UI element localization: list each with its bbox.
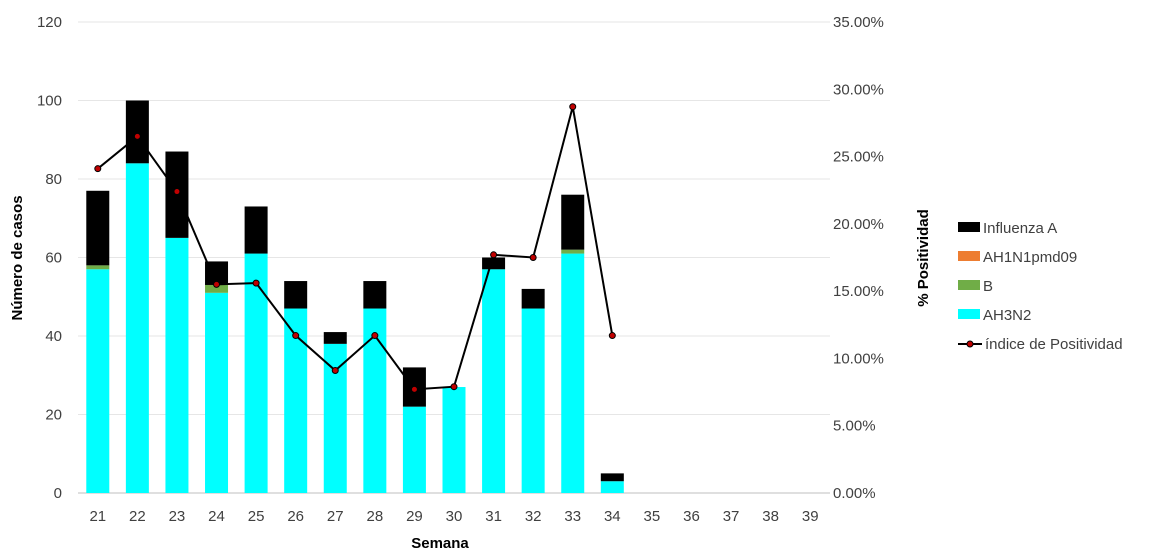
bar-ah3n2-23 (165, 237, 189, 493)
positivity-point-28 (371, 332, 379, 340)
positivity-point-25 (252, 279, 260, 287)
positivity-point-23 (173, 188, 181, 196)
bar-ah3n2-25 (244, 253, 268, 493)
positivity-point-26 (292, 332, 300, 340)
y-tick-label: 0 (54, 485, 62, 502)
bar-influenza-a-32 (521, 288, 545, 309)
legend-label-b: B (983, 278, 993, 295)
y-tick-label: 60 (45, 250, 62, 267)
legend-swatch-ah1n1pmd09 (958, 251, 980, 261)
y2-tick-label: 15.00% (833, 283, 884, 300)
x-tick-label: 30 (446, 508, 463, 525)
bar-influenza-a-26 (284, 281, 308, 309)
positivity-point-34 (608, 332, 616, 340)
bar-ah3n2-24 (205, 292, 229, 493)
bar-ah3n2-30 (442, 387, 466, 493)
y-tick-label: 80 (45, 171, 62, 188)
bar-influenza-a-28 (363, 281, 387, 309)
bar-ah3n2-34 (600, 481, 624, 493)
y-axis-left: 0 20 40 60 80 100 120 (37, 14, 62, 502)
y-tick-label: 20 (45, 407, 62, 424)
bar-ah3n2-22 (125, 163, 149, 494)
bar-ah3n2-31 (482, 269, 506, 493)
bar-influenza-a-22 (125, 100, 149, 164)
legend-swatch-positivity-marker (966, 340, 974, 348)
x-tick-label: 39 (802, 508, 819, 525)
y2-tick-label: 20.00% (833, 216, 884, 233)
bar-ah3n2-21 (86, 269, 110, 493)
bar-influenza-a-25 (244, 206, 268, 254)
legend-label-ah3n2: AH3N2 (983, 307, 1031, 324)
x-tick-label: 31 (485, 508, 502, 525)
y2-axis-title: % Positividad (915, 209, 932, 307)
legend-label-ah1n1pmd09: AH1N1pmd09 (983, 249, 1077, 266)
x-tick-label: 28 (366, 508, 383, 525)
positivity-point-21 (94, 165, 102, 173)
x-tick-label: 33 (564, 508, 581, 525)
x-tick-label: 36 (683, 508, 700, 525)
positivity-point-32 (529, 254, 537, 261)
y2-tick-label: 30.00% (833, 81, 884, 98)
y-tick-label: 120 (37, 14, 62, 31)
legend-swatch-ah3n2 (958, 309, 980, 319)
positivity-point-29 (410, 385, 418, 393)
x-tick-label: 21 (89, 508, 106, 525)
positivity-line-path (97, 106, 614, 391)
y2-tick-label: 35.00% (833, 14, 884, 31)
positivity-line (94, 103, 616, 393)
legend-label-positivity: índice de Positividad (985, 336, 1123, 353)
x-tick-label: 24 (208, 508, 225, 525)
bar-ah3n2-33 (561, 253, 585, 493)
bar-ah3n2-26 (284, 308, 308, 493)
bar-ah3n2-29 (402, 406, 426, 493)
y2-tick-label: 10.00% (833, 350, 884, 367)
bar-ah3n2-27 (323, 343, 347, 493)
bar-ah3n2-32 (521, 308, 545, 493)
x-tick-label: 23 (169, 508, 186, 525)
x-tick-label: 25 (248, 508, 265, 525)
legend: Influenza A AH1N1pmd09 B AH3N2 índice de Pos… (958, 220, 1123, 353)
x-tick-label: 38 (762, 508, 779, 525)
x-tick-label: 29 (406, 508, 423, 525)
bar-influenza-a-21 (86, 190, 110, 266)
y-axis-right: 0.00% 5.00% 10.00% 15.00% 20.00% 25.00% 30.00%… (833, 14, 884, 502)
gridlines (78, 21, 830, 494)
x-axis-title: Semana (411, 535, 469, 549)
x-tick-label: 34 (604, 508, 621, 525)
y-tick-label: 100 (37, 93, 62, 110)
x-tick-label: 27 (327, 508, 344, 525)
x-tick-label: 32 (525, 508, 542, 525)
positivity-point-30 (450, 383, 458, 391)
positivity-point-27 (331, 367, 339, 375)
positivity-point-22 (133, 132, 141, 140)
bar-influenza-a-34 (600, 473, 624, 482)
bar-ah3n2-28 (363, 308, 387, 493)
x-axis: 21 22 23 24 25 26 27 28 29 30 31 32 33 34 35 36 37 38 39 (89, 508, 818, 525)
y-axis-title: Número de casos (9, 195, 26, 320)
bar-influenza-a-24 (205, 261, 229, 285)
bars (86, 100, 624, 494)
x-tick-label: 37 (723, 508, 740, 525)
x-tick-label: 35 (644, 508, 661, 525)
x-tick-label: 22 (129, 508, 146, 525)
x-tick-label: 26 (287, 508, 304, 525)
legend-label-influenza-a: Influenza A (983, 220, 1057, 237)
positivity-point-24 (213, 280, 221, 288)
bar-influenza-a-31 (482, 257, 506, 270)
y2-tick-label: 5.00% (833, 418, 876, 435)
positivity-point-31 (490, 251, 498, 259)
y-tick-label: 40 (45, 328, 62, 345)
positivity-point-33 (569, 103, 577, 111)
bar-influenza-a-33 (561, 194, 585, 250)
legend-swatch-b (958, 280, 980, 290)
y2-tick-label: 0.00% (833, 485, 876, 502)
bar-b-21 (86, 265, 110, 270)
bar-influenza-a-27 (323, 332, 347, 344)
y2-tick-label: 25.00% (833, 149, 884, 166)
bar-b-24 (205, 284, 229, 293)
bar-b-33 (561, 249, 585, 254)
legend-swatch-influenza-a (958, 222, 980, 232)
